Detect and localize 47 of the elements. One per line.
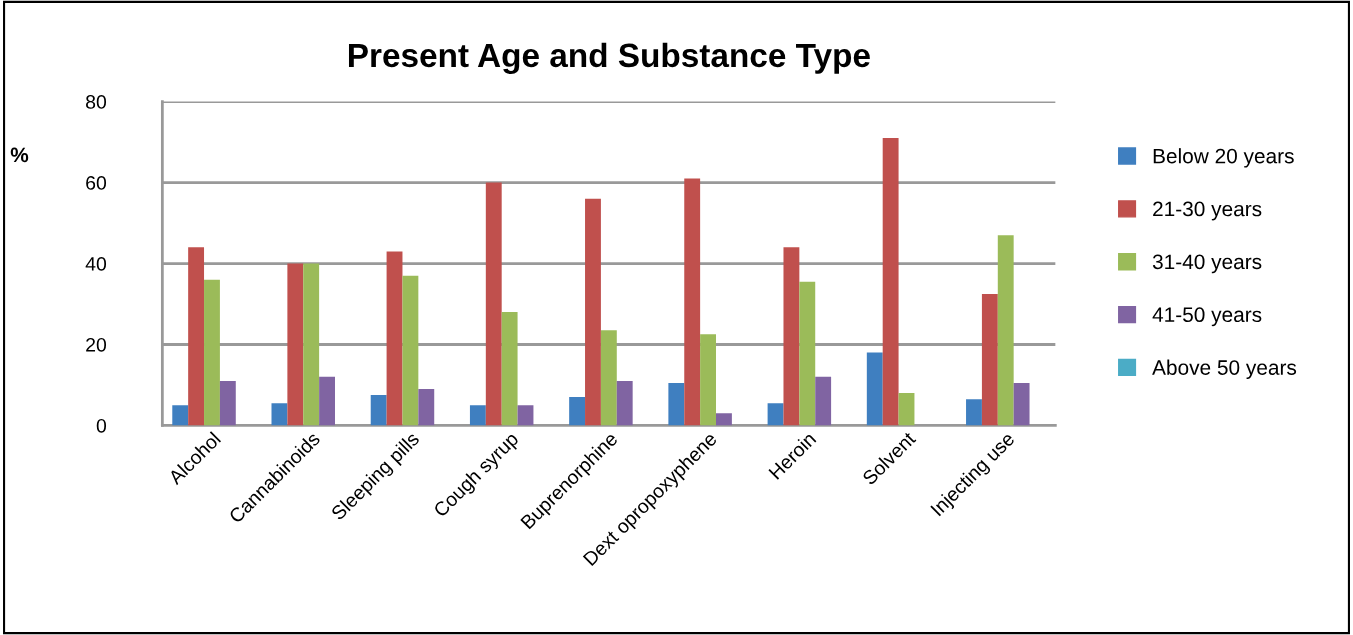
bar <box>585 198 601 426</box>
bar <box>966 399 982 426</box>
bar <box>882 138 899 426</box>
bar <box>402 275 419 426</box>
bar <box>319 376 335 426</box>
y-tick-label: 40 <box>85 256 107 271</box>
legend-label: 41-50 years <box>1152 307 1262 327</box>
bar <box>287 263 304 426</box>
y-axis-title: % <box>10 147 29 163</box>
y-tick-label: 0 <box>96 418 107 433</box>
bar <box>469 405 486 426</box>
bar <box>668 382 685 426</box>
bar <box>418 389 435 426</box>
bar <box>386 251 403 426</box>
legend-label: Below 20 years <box>1153 148 1294 168</box>
bar <box>485 182 502 426</box>
chart-title: Present Age and Substance Type <box>348 42 870 74</box>
bar <box>783 247 800 426</box>
bar <box>204 279 220 426</box>
bar <box>517 405 534 426</box>
bar <box>600 330 617 426</box>
bar <box>188 247 205 426</box>
bar <box>303 263 320 426</box>
bar <box>370 395 387 426</box>
bar <box>569 397 586 426</box>
bar <box>815 376 832 426</box>
bar <box>616 380 633 426</box>
y-tick-label: 80 <box>86 95 107 109</box>
bar <box>981 293 998 426</box>
bar <box>716 413 732 426</box>
legend-label: 21-30 years <box>1153 201 1262 221</box>
y-tick-label: 20 <box>86 337 107 352</box>
bar <box>997 235 1014 426</box>
bar <box>271 403 288 426</box>
bar <box>684 178 701 426</box>
legend-label: 31-40 years <box>1152 254 1262 274</box>
y-tick-label: 60 <box>86 176 107 190</box>
bar <box>219 380 236 426</box>
bar <box>172 405 189 426</box>
bar <box>866 352 883 426</box>
bar <box>799 281 816 426</box>
bar <box>501 312 518 426</box>
bar <box>898 393 915 426</box>
bar <box>700 334 717 426</box>
legend-label: Above 50 years <box>1152 359 1297 380</box>
bar <box>767 403 784 426</box>
bar <box>1013 382 1030 426</box>
